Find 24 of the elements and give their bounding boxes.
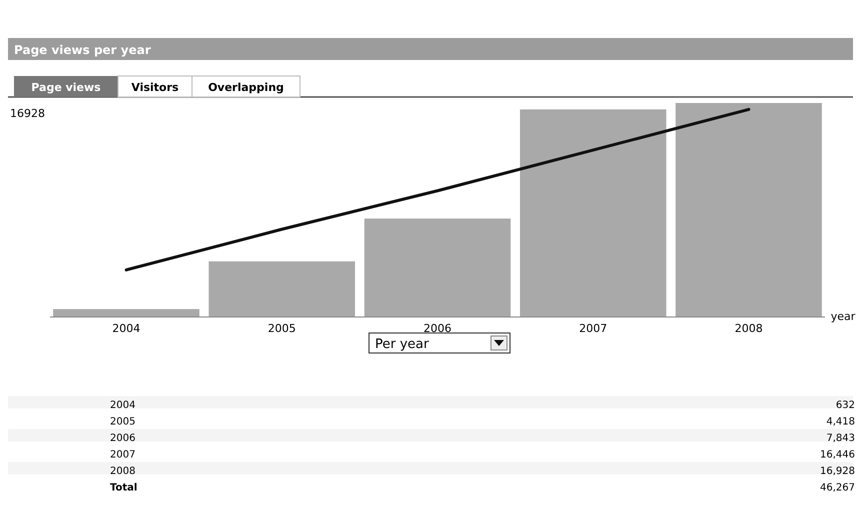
- text: 632: [836, 400, 855, 411]
- text: Total: [110, 482, 138, 494]
- category-label: 2005: [110, 416, 136, 428]
- text: 46,267: [820, 482, 855, 494]
- x-tick-label: 2005: [268, 322, 296, 335]
- category-label: 2004: [110, 400, 136, 411]
- x-tick-label: 2006: [424, 322, 452, 335]
- chart-title: Page views per year: [14, 43, 151, 57]
- x-tick-label: 2007: [579, 322, 608, 335]
- category-label: 2007: [110, 450, 136, 460]
- text: 16,928: [820, 466, 855, 477]
- category-label: 2006: [110, 433, 136, 444]
- text: 4,418: [826, 416, 855, 428]
- text: 7,843: [826, 433, 855, 444]
- x-tick-label: 2004: [112, 322, 140, 335]
- category-label: 2008: [110, 466, 136, 477]
- text: 16,446: [820, 450, 855, 460]
- x-axis-title: year: [830, 310, 856, 323]
- text: 16928: [10, 107, 45, 120]
- text: Page views: [31, 81, 102, 94]
- text: Per year: [375, 337, 430, 352]
- x-tick-label: 2008: [734, 322, 763, 335]
- text: Overlapping: [208, 81, 284, 94]
- text: Visitors: [131, 81, 180, 94]
